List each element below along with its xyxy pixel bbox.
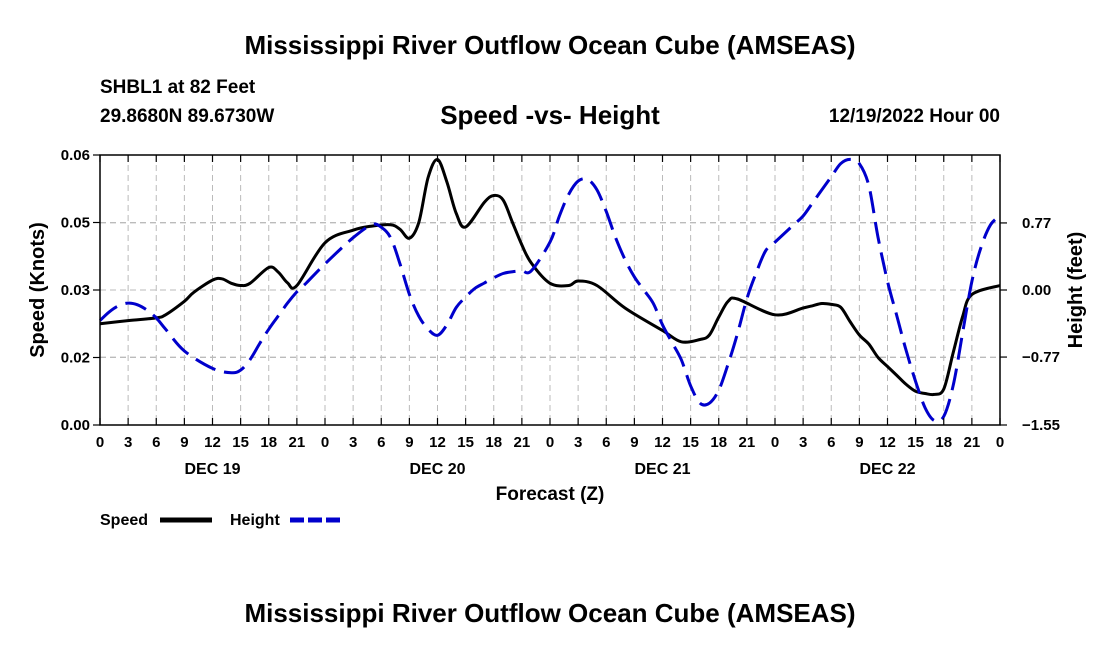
x-tick-label: 15 [457,434,474,451]
x-tick-label: 15 [232,434,249,451]
y-tick-label-right: 0.77 [1022,215,1051,232]
x-tick-label: 21 [739,434,756,451]
x-tick-label: 9 [630,434,638,451]
x-tick-label: 12 [429,434,446,451]
series-line-height [98,157,1001,423]
y-tick-label-left: 0.02 [61,350,90,367]
x-tick-label: 21 [514,434,531,451]
y-tick-label-left: 0.00 [61,417,90,434]
footer-title: Mississippi River Outflow Ocean Cube (AM… [244,598,856,628]
legend-label-speed: Speed [100,512,148,529]
x-tick-label: 9 [180,434,188,451]
grid [100,155,1000,426]
day-label: DEC 20 [409,461,465,478]
x-tick-label: 0 [771,434,779,451]
x-tick-label: 18 [260,434,277,451]
x-tick-label: 18 [710,434,727,451]
x-tick-label: 18 [485,434,502,451]
chart-title: Speed -vs- Height [440,100,660,130]
y-tick-label-left: 0.05 [61,215,90,232]
legend-label-height: Height [230,512,280,529]
x-tick-label: 3 [349,434,357,451]
y-tick-label-right: 0.00 [1022,282,1051,299]
legend: Speed Height [100,512,342,529]
y-axis-label-right: Height (feet) [1065,232,1087,349]
x-tick-label: 3 [124,434,132,451]
x-tick-label: 6 [827,434,835,451]
x-tick-label: 12 [879,434,896,451]
y-tick-label-right: −0.77 [1022,349,1060,366]
x-tick-label: 21 [964,434,981,451]
station-label: SHBL1 at 82 Feet [100,77,256,98]
x-tick-label: 21 [289,434,306,451]
x-tick-label: 6 [602,434,610,451]
date-hour-label: 12/19/2022 Hour 00 [828,106,1000,127]
x-tick-label: 9 [855,434,863,451]
x-tick-label: 0 [546,434,554,451]
x-tick-label: 15 [682,434,699,451]
main-title: Mississippi River Outflow Ocean Cube (AM… [244,30,856,60]
coordinates-label: 29.8680N 89.6730W [100,106,275,127]
x-tick-label: 6 [377,434,385,451]
day-label: DEC 19 [184,461,240,478]
day-label: DEC 21 [634,461,690,478]
y-tick-label-left: 0.06 [61,147,90,164]
y-tick-label-right: −1.55 [1022,417,1060,434]
x-tick-label: 0 [321,434,329,451]
y-tick-label-left: 0.03 [61,282,90,299]
x-tick-label: 6 [152,434,160,451]
x-tick-label: 12 [654,434,671,451]
x-tick-label: 0 [96,434,104,451]
y-axis-label-left: Speed (Knots) [27,222,49,358]
x-tick-label: 0 [996,434,1004,451]
x-tick-label: 3 [574,434,582,451]
series-layer [98,157,1001,423]
series-line-speed [99,158,1001,397]
axes: 0 3 6 9 12 15 18 21 0 3 6 9 12 15 18 21 0 3 6 9 12 15 18 21 0 3 6 9… [61,147,1060,478]
x-tick-label: 3 [799,434,807,451]
day-label: DEC 22 [859,461,915,478]
x-tick-label: 18 [935,434,952,451]
x-tick-label: 12 [204,434,221,451]
x-tick-label: 9 [405,434,413,451]
x-tick-label: 15 [907,434,924,451]
x-axis-label: Forecast (Z) [496,484,605,505]
